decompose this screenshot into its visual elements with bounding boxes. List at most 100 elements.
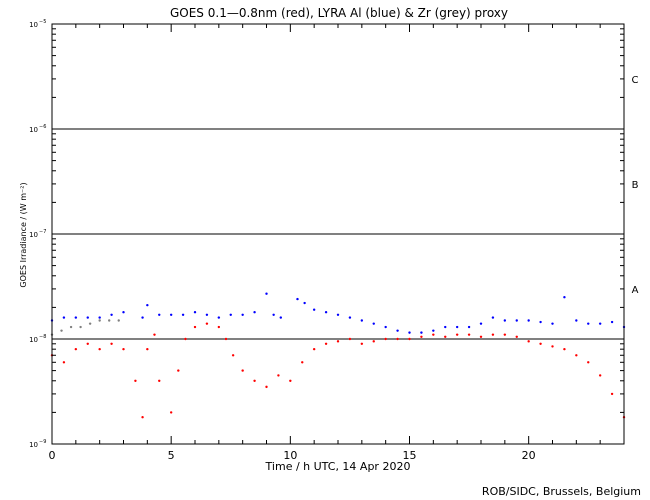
data-point [253, 310, 256, 314]
data-point [98, 347, 101, 351]
data-point [384, 337, 387, 341]
data-point [324, 310, 328, 314]
data-point [122, 347, 125, 351]
data-point [205, 322, 209, 325]
data-point [272, 313, 275, 317]
data-point [491, 316, 495, 319]
data-point [153, 333, 156, 336]
data-point [217, 316, 221, 319]
data-point [420, 335, 423, 338]
data-point [479, 322, 483, 325]
data-point [169, 411, 173, 414]
data-point [384, 325, 387, 329]
y-tick-label: 10 [29, 21, 38, 29]
data-point [336, 340, 340, 343]
data-point [289, 379, 292, 382]
data-point [181, 313, 185, 317]
data-point [69, 325, 73, 329]
data-point [312, 347, 316, 351]
data-point [444, 325, 447, 329]
y-tick-label: 10 [29, 441, 38, 449]
data-point [98, 319, 101, 322]
x-axis-label: Time / h UTC, 14 Apr 2020 [265, 460, 411, 473]
data-point [420, 331, 423, 334]
data-point [444, 335, 447, 338]
data-point [301, 361, 304, 364]
data-point [348, 316, 352, 319]
data-point [527, 319, 530, 322]
data-point [277, 374, 280, 377]
data-point [575, 354, 578, 357]
data-point [312, 308, 316, 311]
data-point [193, 325, 197, 329]
data-point [432, 333, 435, 336]
y-tick-exponent: −6 [39, 124, 46, 130]
data-point [539, 320, 542, 324]
data-point [503, 319, 507, 322]
x-tick-label: 10 [283, 449, 297, 462]
data-point [563, 296, 566, 299]
flare-class-label: B [632, 180, 639, 191]
x-tick-label: 20 [522, 449, 536, 462]
data-point [88, 322, 92, 325]
data-point [62, 361, 66, 364]
plot-area [52, 128, 624, 340]
data-point [98, 316, 101, 319]
y-tick-label: 10 [29, 336, 38, 344]
data-point [296, 297, 299, 301]
data-point [79, 325, 82, 329]
data-point [224, 337, 228, 341]
data-point [503, 333, 507, 336]
data-point [360, 319, 364, 322]
data-point [575, 319, 578, 322]
data-point [265, 385, 268, 389]
data-point [408, 331, 411, 334]
data-point [396, 337, 399, 341]
data-point [491, 333, 495, 336]
data-point [134, 379, 137, 382]
y-tick-exponent: −5 [39, 19, 46, 25]
data-point [265, 292, 268, 295]
data-point [324, 342, 328, 346]
data-point [231, 354, 235, 357]
data-point [303, 301, 306, 305]
data-point [539, 342, 542, 346]
data-point [587, 361, 590, 364]
y-tick-exponent: −9 [39, 439, 46, 445]
data-point [141, 415, 144, 419]
y-tick-exponent: −7 [39, 229, 46, 235]
data-point [241, 313, 244, 317]
data-point [146, 347, 149, 351]
data-point [146, 303, 149, 307]
data-point [229, 313, 232, 317]
data-point [169, 313, 173, 317]
data-point [396, 329, 399, 332]
data-point [62, 316, 66, 319]
x-tick-label: 5 [168, 449, 175, 462]
data-point [241, 369, 244, 372]
data-point [408, 337, 411, 341]
data-point [110, 313, 113, 317]
data-point [598, 374, 602, 377]
y-tick-label: 10 [29, 126, 38, 134]
data-point [551, 322, 554, 325]
data-point [563, 347, 566, 351]
data-point [86, 342, 89, 346]
flare-class-label: C [632, 75, 639, 86]
data-point [360, 342, 364, 346]
data-point [158, 379, 161, 382]
data-point [467, 333, 471, 336]
data-point [74, 347, 78, 351]
data-point [336, 313, 340, 317]
data-point [74, 316, 78, 319]
data-point [598, 322, 602, 325]
x-tick-label: 15 [403, 449, 417, 462]
data-point [158, 313, 161, 317]
data-point [610, 392, 614, 396]
data-point [117, 319, 120, 322]
data-point [455, 333, 459, 336]
data-point [253, 379, 256, 382]
data-point [60, 329, 63, 332]
